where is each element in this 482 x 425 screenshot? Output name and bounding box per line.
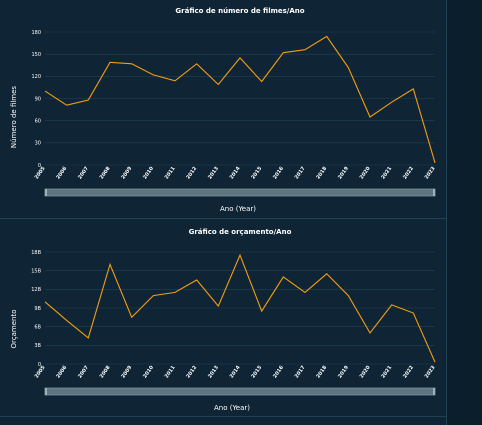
x-tick-label: 2013 [207,165,220,180]
range-slider-handle-left[interactable] [45,388,47,395]
x-tick-label: 2022 [402,364,415,379]
x-tick-label: 2023 [424,165,437,180]
budget-series-line [45,255,435,362]
y-tick-label: 150 [31,52,41,58]
y-tick-label: 18B [31,250,41,256]
side-strip [446,0,482,425]
x-tick-label: 2016 [272,364,285,379]
x-tick-label: 2020 [359,364,372,379]
panel-divider [0,416,446,417]
y-tick-label: 6B [34,324,41,330]
chart-title: Gráfico de número de filmes/Ano [175,7,304,15]
x-tick-label: 2008 [99,364,112,379]
y-axis-label: Número de filmes [10,86,18,148]
y-tick-label: 90 [35,96,41,102]
range-slider-handle-left[interactable] [45,189,47,196]
y-tick-label: 15B [31,268,41,274]
y-tick-label: 30 [35,141,41,147]
films-per-year-chart: Gráfico de número de filmes/Ano Número d… [0,0,446,218]
films-per-year-panel: Gráfico de número de filmes/Ano Número d… [0,0,446,218]
y-tick-label: 180 [31,30,41,36]
x-tick-label: 2010 [142,364,155,379]
x-tick-label: 2021 [380,165,393,180]
x-tick-label: 2017 [294,165,307,180]
x-tick-label: 2015 [250,165,263,180]
range-slider-handle-right[interactable] [433,388,435,395]
x-tick-label: 2006 [55,364,68,379]
x-tick-label: 2023 [424,364,437,379]
x-axis-label: Ano (Year) [220,205,256,213]
x-tick-label: 2021 [380,364,393,379]
x-tick-label: 2020 [359,165,372,180]
x-tick-label: 2009 [120,364,133,379]
x-tick-label: 2019 [337,364,350,379]
x-tick-label: 2005 [34,364,47,379]
x-tick-label: 2018 [315,165,328,180]
x-tick-label: 2009 [120,165,133,180]
y-tick-label: 12B [31,287,41,293]
y-tick-label: 120 [31,74,41,80]
x-tick-label: 2014 [229,364,242,379]
x-tick-label: 2019 [337,165,350,180]
range-slider-handle-right[interactable] [433,189,435,196]
x-tick-label: 2016 [272,165,285,180]
budget-per-year-panel: Gráfico de orçamento/Ano Orçamento Ano (… [0,218,446,417]
x-tick-label: 2008 [99,165,112,180]
x-tick-label: 2022 [402,165,415,180]
y-tick-label: 9B [34,306,41,312]
y-tick-label: 60 [35,118,41,124]
x-axis-label: Ano (Year) [214,404,250,412]
x-tick-label: 2013 [207,364,220,379]
x-tick-label: 2012 [185,364,198,379]
chart-title: Gráfico de orçamento/Ano [189,228,292,236]
x-tick-label: 2006 [55,165,68,180]
y-axis-label: Orçamento [10,310,18,349]
budget-per-year-chart: Gráfico de orçamento/Ano Orçamento Ano (… [0,219,446,417]
x-tick-label: 2011 [164,165,177,180]
x-tick-label: 2015 [250,364,263,379]
x-tick-label: 2014 [229,165,242,180]
x-tick-label: 2011 [164,364,177,379]
range-slider[interactable] [45,388,435,395]
x-tick-label: 2018 [315,364,328,379]
x-tick-label: 2012 [185,165,198,180]
y-tick-label: 3B [34,343,41,349]
x-tick-label: 2007 [77,364,90,379]
films-series-line [45,36,435,162]
range-slider[interactable] [45,189,435,196]
x-tick-label: 2017 [294,364,307,379]
x-tick-label: 2005 [34,165,47,180]
x-tick-label: 2010 [142,165,155,180]
x-tick-label: 2007 [77,165,90,180]
